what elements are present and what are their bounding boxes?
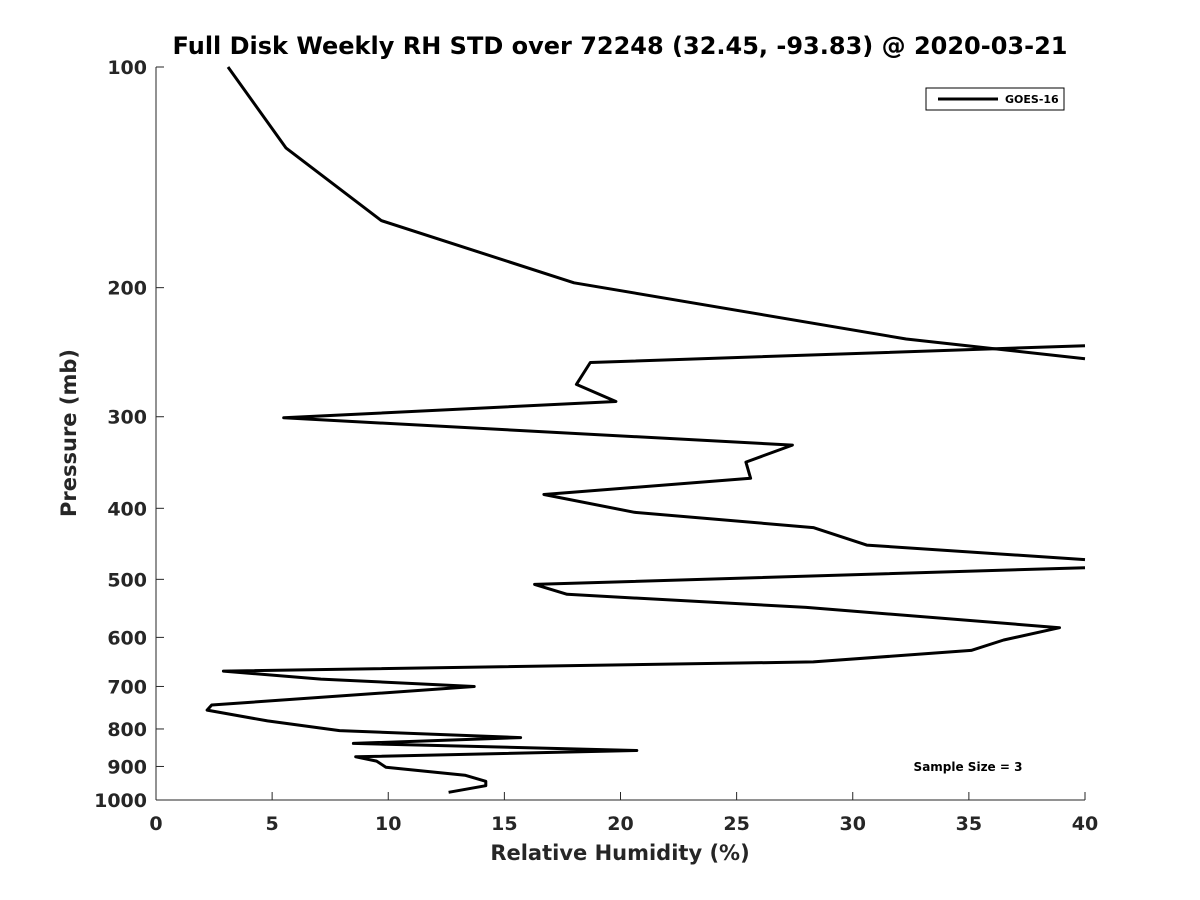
y-tick-label: 800 — [107, 719, 147, 741]
plot-area: 0 5 10 15 20 25 30 35 40 100 200 300 400 500 600 700 800… — [94, 57, 1098, 835]
y-axis-label: Pressure (mb) — [57, 349, 81, 517]
y-tick-label: 300 — [107, 407, 147, 429]
y-tick-label: 400 — [107, 498, 147, 520]
x-tick-label: 15 — [491, 813, 517, 835]
x-tick-label: 0 — [149, 813, 162, 835]
x-tick-label: 35 — [956, 813, 982, 835]
x-tick-label: 25 — [723, 813, 749, 835]
x-tick-label: 20 — [607, 813, 633, 835]
x-axis-label: Relative Humidity (%) — [490, 841, 749, 865]
series-line — [205, 566, 1086, 794]
y-tick-label: 500 — [107, 569, 147, 591]
legend: GOES-16 — [925, 87, 1065, 111]
x-tick-label: 5 — [266, 813, 279, 835]
y-tick-label: 1000 — [94, 790, 147, 812]
x-tick-label: 30 — [840, 813, 866, 835]
y-tick-label: 200 — [107, 278, 147, 300]
series-line — [226, 66, 1086, 361]
series-line — [282, 344, 1086, 562]
y-tick-label: 600 — [107, 627, 147, 649]
x-tick-label: 40 — [1072, 813, 1098, 835]
sample-size-annotation: Sample Size = 3 — [914, 760, 1023, 774]
y-tick-label: 700 — [107, 676, 147, 698]
y-tick-label: 100 — [107, 57, 147, 79]
y-tick-label: 900 — [107, 756, 147, 778]
legend-label: GOES-16 — [1005, 93, 1059, 106]
chart-title: Full Disk Weekly RH STD over 72248 (32.4… — [173, 32, 1068, 60]
x-tick-label: 10 — [375, 813, 401, 835]
